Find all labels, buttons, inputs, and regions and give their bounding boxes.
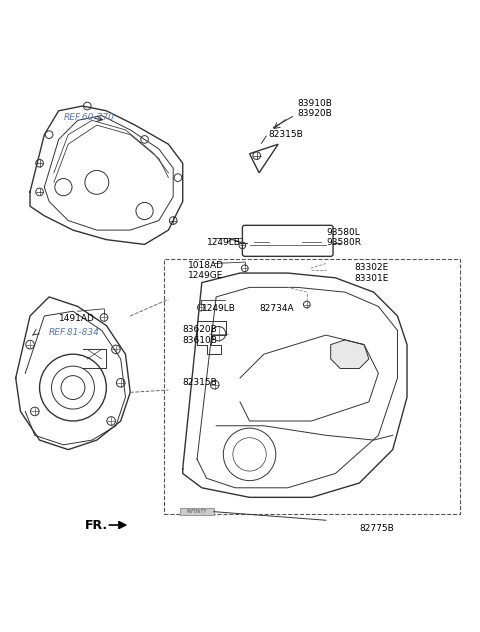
Text: REF.60-770: REF.60-770 <box>63 114 114 123</box>
Text: INFINITY: INFINITY <box>187 509 207 514</box>
Text: 93580L
93580R: 93580L 93580R <box>326 228 361 247</box>
Bar <box>164 258 459 514</box>
Text: 83302E
83301E: 83302E 83301E <box>355 264 389 283</box>
Text: 82315B: 82315B <box>269 130 303 139</box>
Text: 83620B
83610B: 83620B 83610B <box>183 325 217 345</box>
Text: REF.81-834: REF.81-834 <box>49 328 100 337</box>
Text: FR.: FR. <box>85 518 108 532</box>
Bar <box>180 508 214 515</box>
Polygon shape <box>331 340 369 368</box>
Text: 1249LB: 1249LB <box>206 238 240 246</box>
Text: 1491AD: 1491AD <box>59 314 95 323</box>
Text: 83910B
83920B: 83910B 83920B <box>297 99 332 118</box>
Text: 1018AD
1249GE: 1018AD 1249GE <box>188 261 224 281</box>
Text: 1249LB: 1249LB <box>202 305 236 313</box>
Text: 82775B: 82775B <box>360 524 394 533</box>
Text: 82315B: 82315B <box>183 379 217 387</box>
Text: 82734A: 82734A <box>259 305 294 313</box>
